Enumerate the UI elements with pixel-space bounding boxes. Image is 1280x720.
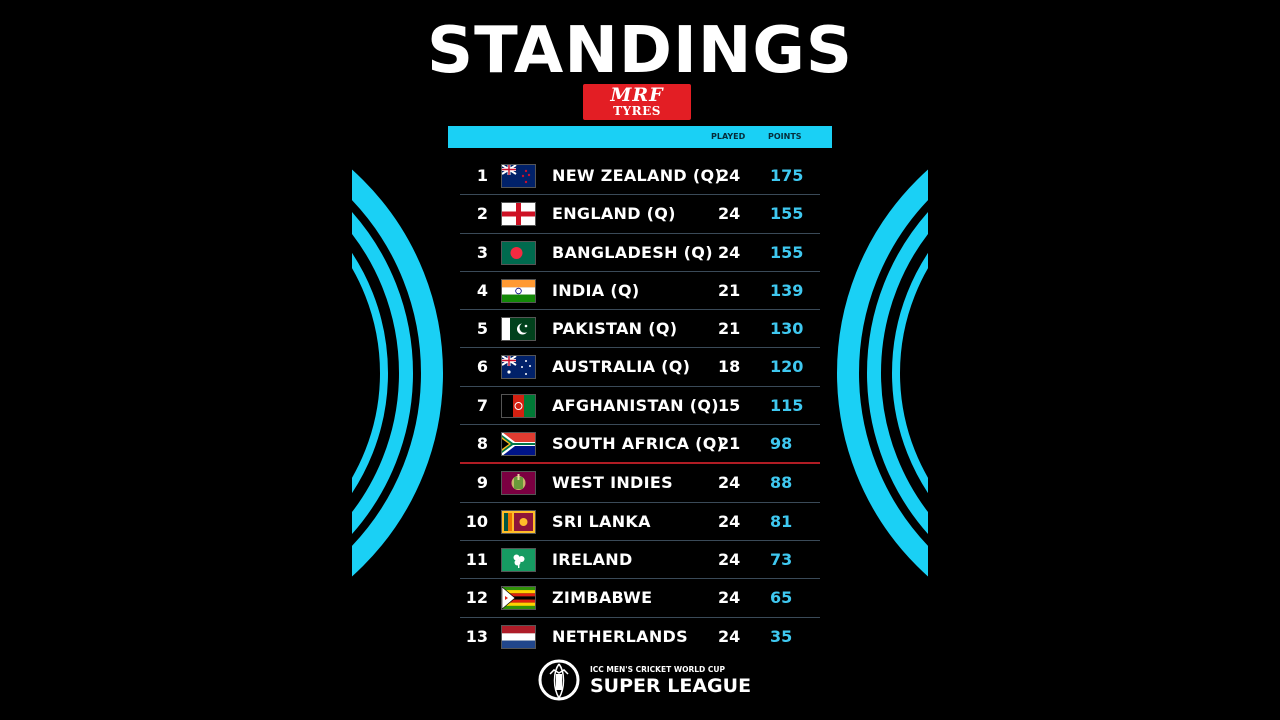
right-arc-graphic: [837, 169, 928, 577]
team-name: AUSTRALIA (Q): [552, 357, 691, 377]
rank: 9: [476, 473, 488, 493]
played-value: 24: [718, 242, 741, 262]
table-row: 1 NEW ZEALAND (Q) 24 175: [460, 157, 820, 196]
page-title: STANDINGS: [427, 14, 853, 88]
table-row: 10 SRI LANKA 24 81: [460, 503, 820, 541]
points-value: 65: [770, 588, 793, 608]
rank: 3: [476, 242, 488, 262]
team-name: SRI LANKA: [552, 511, 651, 531]
team-name: BANGLADESH (Q): [552, 242, 713, 262]
table-row: 13 NETHERLANDS 24 35: [460, 618, 820, 655]
footer-subtitle: ICC MEN'S CRICKET WORLD CUP: [590, 665, 725, 674]
table-row: 9 WEST INDIES 24 88: [460, 464, 820, 503]
played-value: 24: [718, 166, 741, 185]
zimbabwe-flag-icon: [501, 586, 536, 611]
played-value: 24: [718, 473, 741, 493]
played-value: 24: [718, 511, 741, 531]
afghanistan-flag-icon: [501, 393, 536, 418]
team-name: ENGLAND (Q): [552, 204, 676, 224]
rank: 10: [465, 511, 488, 531]
points-column-header: POINTS: [768, 132, 802, 141]
played-value: 18: [718, 357, 741, 377]
points-value: 88: [770, 473, 793, 493]
played-value: 24: [718, 588, 741, 608]
points-value: 35: [770, 626, 793, 646]
played-value: 21: [718, 280, 741, 300]
left-arc-graphic: [352, 169, 443, 577]
points-value: 130: [770, 319, 804, 339]
west-indies-flag-icon: [501, 471, 536, 496]
rank: 5: [476, 319, 488, 339]
india-flag-icon: [501, 278, 536, 303]
table-row: 6 AUSTRALIA (Q) 18 120: [460, 348, 820, 387]
played-value: 15: [718, 395, 741, 415]
ireland-flag-icon: [501, 547, 536, 572]
points-value: 155: [770, 242, 804, 262]
table-row: 12 ZIMBABWE 24 65: [460, 579, 820, 618]
played-value: 24: [718, 549, 741, 569]
points-value: 98: [770, 434, 793, 454]
table-header: PLAYED POINTS: [448, 126, 832, 148]
rank: 11: [465, 549, 488, 569]
standings-table: 1 NEW ZEALAND (Q) 24 175 2 ENGLAND (Q) 2: [460, 157, 820, 655]
cricket-world-cup-logo-icon: [538, 659, 580, 701]
sponsor-logo-line2: TYRES: [613, 104, 661, 118]
team-name: IRELAND: [552, 549, 633, 569]
points-value: 120: [770, 357, 804, 377]
table-row: 4 INDIA (Q) 21 139: [460, 272, 820, 311]
table-row: 11 IRELAND 24 73: [460, 541, 820, 580]
england-flag-icon: [501, 202, 536, 227]
table-row: 8 SOUTH AFRICA (Q) 21 98: [460, 425, 820, 465]
netherlands-flag-icon: [501, 624, 536, 649]
team-name: NETHERLANDS: [552, 626, 688, 646]
team-name: SOUTH AFRICA (Q): [552, 434, 725, 454]
rank: 2: [476, 204, 488, 224]
points-value: 73: [770, 549, 793, 569]
rank: 8: [476, 434, 488, 454]
rank: 6: [476, 357, 488, 377]
sri-lanka-flag-icon: [501, 509, 536, 534]
table-row: 5 PAKISTAN (Q) 21 130: [460, 310, 820, 349]
table-row: 2 ENGLAND (Q) 24 155: [460, 195, 820, 234]
australia-flag-icon: [501, 355, 536, 380]
team-name: WEST INDIES: [552, 473, 673, 493]
rank: 13: [465, 626, 488, 646]
sponsor-logo: MRF TYRES: [583, 84, 691, 120]
played-column-header: PLAYED: [711, 132, 746, 141]
team-name: ZIMBABWE: [552, 588, 653, 608]
rank: 1: [476, 166, 488, 185]
points-value: 175: [770, 166, 804, 185]
rank: 12: [465, 588, 488, 608]
south-africa-flag-icon: [501, 432, 536, 457]
played-value: 21: [718, 319, 741, 339]
sponsor-logo-line1: MRF: [610, 84, 664, 106]
rank: 7: [476, 395, 488, 415]
points-value: 155: [770, 204, 804, 224]
team-name: NEW ZEALAND (Q): [552, 166, 722, 185]
points-value: 81: [770, 511, 793, 531]
pakistan-flag-icon: [501, 317, 536, 342]
points-value: 115: [770, 395, 804, 415]
footer-title: SUPER LEAGUE: [590, 675, 752, 697]
points-value: 139: [770, 280, 804, 300]
team-name: INDIA (Q): [552, 280, 640, 300]
bangladesh-flag-icon: [501, 240, 536, 265]
played-value: 21: [718, 434, 741, 454]
table-row: 3 BANGLADESH (Q) 24 155: [460, 234, 820, 272]
super-league-logo: ICC MEN'S CRICKET WORLD CUP SUPER LEAGUE: [536, 658, 751, 702]
played-value: 24: [718, 626, 741, 646]
played-value: 24: [718, 204, 741, 224]
table-row: 7 AFGHANISTAN (Q) 15 115: [460, 387, 820, 426]
team-name: PAKISTAN (Q): [552, 319, 678, 339]
new-zealand-flag-icon: [501, 164, 536, 188]
rank: 4: [476, 280, 488, 300]
team-name: AFGHANISTAN (Q): [552, 395, 719, 415]
